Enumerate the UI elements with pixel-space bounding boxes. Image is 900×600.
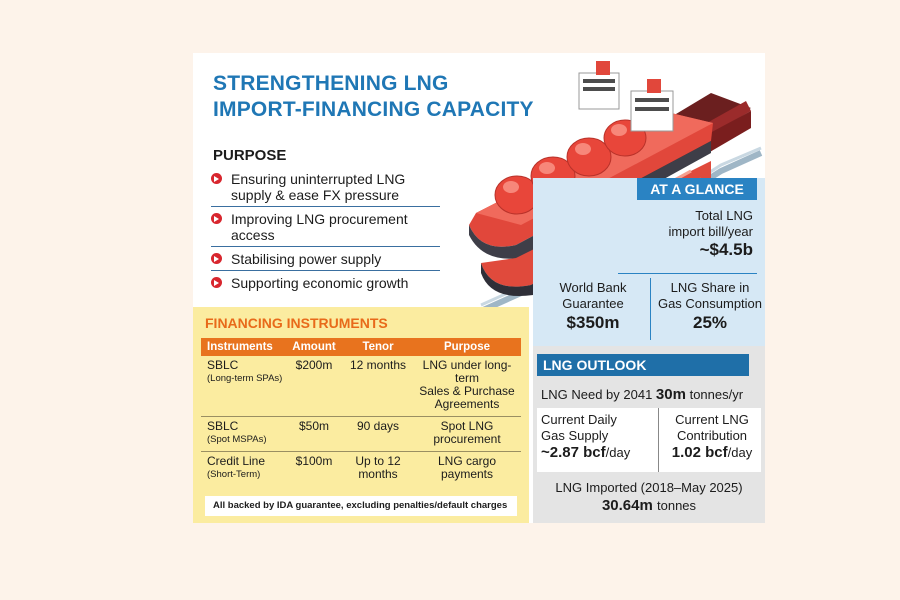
play-bullet-icon [211, 253, 222, 264]
title-line-2: IMPORT-FINANCING CAPACITY [213, 98, 534, 121]
stat-value: ~$4.5b [699, 240, 753, 259]
stat-label: import bill/year [668, 224, 753, 239]
table-row: SBLC (Long-term SPAs) $200m 12 months LN… [201, 356, 521, 417]
column-header: Purpose [413, 338, 521, 356]
supply-box: Current Daily Gas Supply ~2.87 bcf/day C… [537, 408, 761, 472]
infographic-title: STRENGTHENING LNG IMPORT-FINANCING CAPAC… [213, 71, 534, 123]
instrument-cell: SBLC (Long-term SPAs) [201, 356, 285, 417]
stat-value: 30m [655, 386, 686, 403]
tenor-cell: 12 months [343, 356, 413, 417]
lng-share-stat: LNG Share in Gas Consumption 25% [655, 280, 765, 334]
at-a-glance-panel: AT A GLANCE Total LNG import bill/year ~… [533, 178, 765, 346]
lng-outlook-panel: LNG OUTLOOK LNG Need by 2041 30m tonnes/… [533, 346, 765, 523]
purpose-item: Improving LNG procurement access [211, 211, 440, 247]
instrument-name: Credit Line [207, 454, 266, 468]
stat-label: Current Daily [541, 412, 617, 427]
financing-instruments-panel: FINANCING INSTRUMENTS Instruments Amount… [193, 307, 529, 523]
play-bullet-icon [211, 173, 222, 184]
purpose-cell: LNG cargo payments [413, 452, 521, 487]
play-bullet-icon [211, 277, 222, 288]
purpose-text: LNG under long-term [422, 358, 512, 385]
stat-label: Current LNG [675, 412, 749, 427]
footnote: All backed by IDA guarantee, excluding p… [205, 496, 517, 516]
stat-label: LNG Imported (2018–May 2025) [555, 480, 743, 495]
purpose-item-text: Improving LNG procurement access [231, 211, 408, 243]
purpose-text: Spot LNG [440, 419, 494, 433]
stat-label: World Bank [559, 280, 627, 295]
instrument-subtype: (Long-term SPAs) [207, 373, 283, 384]
column-header: Amount [285, 338, 343, 356]
tenor-cell: 90 days [343, 416, 413, 452]
purpose-item-text: Supporting economic growth [231, 275, 409, 291]
stat-unit: tonnes/yr [689, 387, 744, 402]
purpose-text: procurement [433, 432, 501, 446]
purpose-cell: LNG under long-term Sales & Purchase Agr… [413, 356, 521, 417]
at-a-glance-heading: AT A GLANCE [637, 178, 757, 200]
stat-label: Gas Consumption [657, 296, 763, 311]
table-header-row: Instruments Amount Tenor Purpose [201, 338, 521, 356]
stat-unit: /day [605, 445, 631, 460]
divider [618, 273, 757, 274]
instrument-subtype: (Short-Term) [207, 469, 261, 480]
stat-unit: tonnes [657, 498, 697, 513]
stat-label: LNG Need by 2041 [541, 387, 653, 402]
divider [650, 278, 651, 340]
amount-cell: $200m [285, 356, 343, 417]
purpose-item: Stabilising power supply [211, 251, 440, 271]
purpose-item: Ensuring uninterrupted LNG supply & ease… [211, 171, 440, 207]
world-bank-stat: World Bank Guarantee $350m [543, 280, 643, 334]
daily-supply-stat: Current Daily Gas Supply ~2.87 bcf/day [541, 412, 653, 462]
financing-table: Instruments Amount Tenor Purpose SBLC (L… [201, 338, 521, 486]
column-header: Instruments [201, 338, 285, 356]
play-bullet-icon [211, 213, 222, 224]
stat-label: Gas Supply [541, 428, 609, 443]
amount-cell: $50m [285, 416, 343, 452]
divider [658, 408, 659, 472]
purpose-cell: Spot LNG procurement [413, 416, 521, 452]
lng-imported-stat: LNG Imported (2018–May 2025) 30.64m tonn… [533, 480, 765, 516]
stat-value: 25% [692, 313, 728, 332]
financing-heading: FINANCING INSTRUMENTS [205, 315, 388, 331]
table-row: SBLC (Spot MSPAs) $50m 90 days Spot LNG … [201, 416, 521, 452]
tenor-cell: Up to 12 months [355, 454, 401, 481]
purpose-text: Sales & Purchase [419, 384, 515, 398]
lng-outlook-heading: LNG OUTLOOK [537, 354, 749, 376]
instrument-cell: SBLC (Spot MSPAs) [201, 416, 285, 452]
purpose-text: payments [440, 467, 494, 481]
stat-label: LNG Share in [670, 280, 750, 295]
column-header: Tenor [343, 338, 413, 356]
instrument-subtype: (Spot MSPAs) [207, 434, 267, 445]
table-row: Credit Line (Short-Term) $100m Up to 12 … [201, 452, 521, 487]
stat-value: 30.64m [601, 497, 653, 514]
stat-unit: /day [727, 445, 753, 460]
stat-label: Contribution [676, 428, 748, 443]
title-line-1: STRENGTHENING LNG [213, 72, 449, 95]
stat-value: ~2.87 bcf [541, 444, 606, 461]
stat-label: Total LNG [695, 208, 753, 223]
purpose-heading: PURPOSE [213, 147, 287, 164]
instrument-name: SBLC [207, 358, 239, 372]
lng-need-stat: LNG Need by 2041 30m tonnes/yr [541, 386, 743, 403]
stat-value: 1.02 bcf [671, 444, 728, 461]
amount-cell: $100m [295, 454, 333, 468]
stat-label: Guarantee [562, 296, 624, 311]
purpose-text: LNG cargo [437, 454, 497, 468]
purpose-item-text: Stabilising power supply [231, 251, 382, 267]
instrument-cell: Credit Line (Short-Term) [201, 452, 285, 487]
purpose-item-text: Ensuring uninterrupted LNG [231, 171, 406, 187]
purpose-list: Ensuring uninterrupted LNG supply & ease… [211, 171, 440, 299]
purpose-text: Agreements [434, 397, 500, 411]
instrument-name: SBLC [207, 419, 239, 433]
stat-value: $350m [566, 313, 620, 332]
infographic-card: STRENGTHENING LNG IMPORT-FINANCING CAPAC… [193, 53, 765, 523]
lng-contribution-stat: Current LNG Contribution 1.02 bcf/day [665, 412, 759, 462]
purpose-item: Supporting economic growth [211, 275, 436, 295]
import-bill-stat: Total LNG import bill/year ~$4.5b [668, 208, 753, 260]
purpose-item-text: supply & ease FX pressure [231, 187, 400, 203]
